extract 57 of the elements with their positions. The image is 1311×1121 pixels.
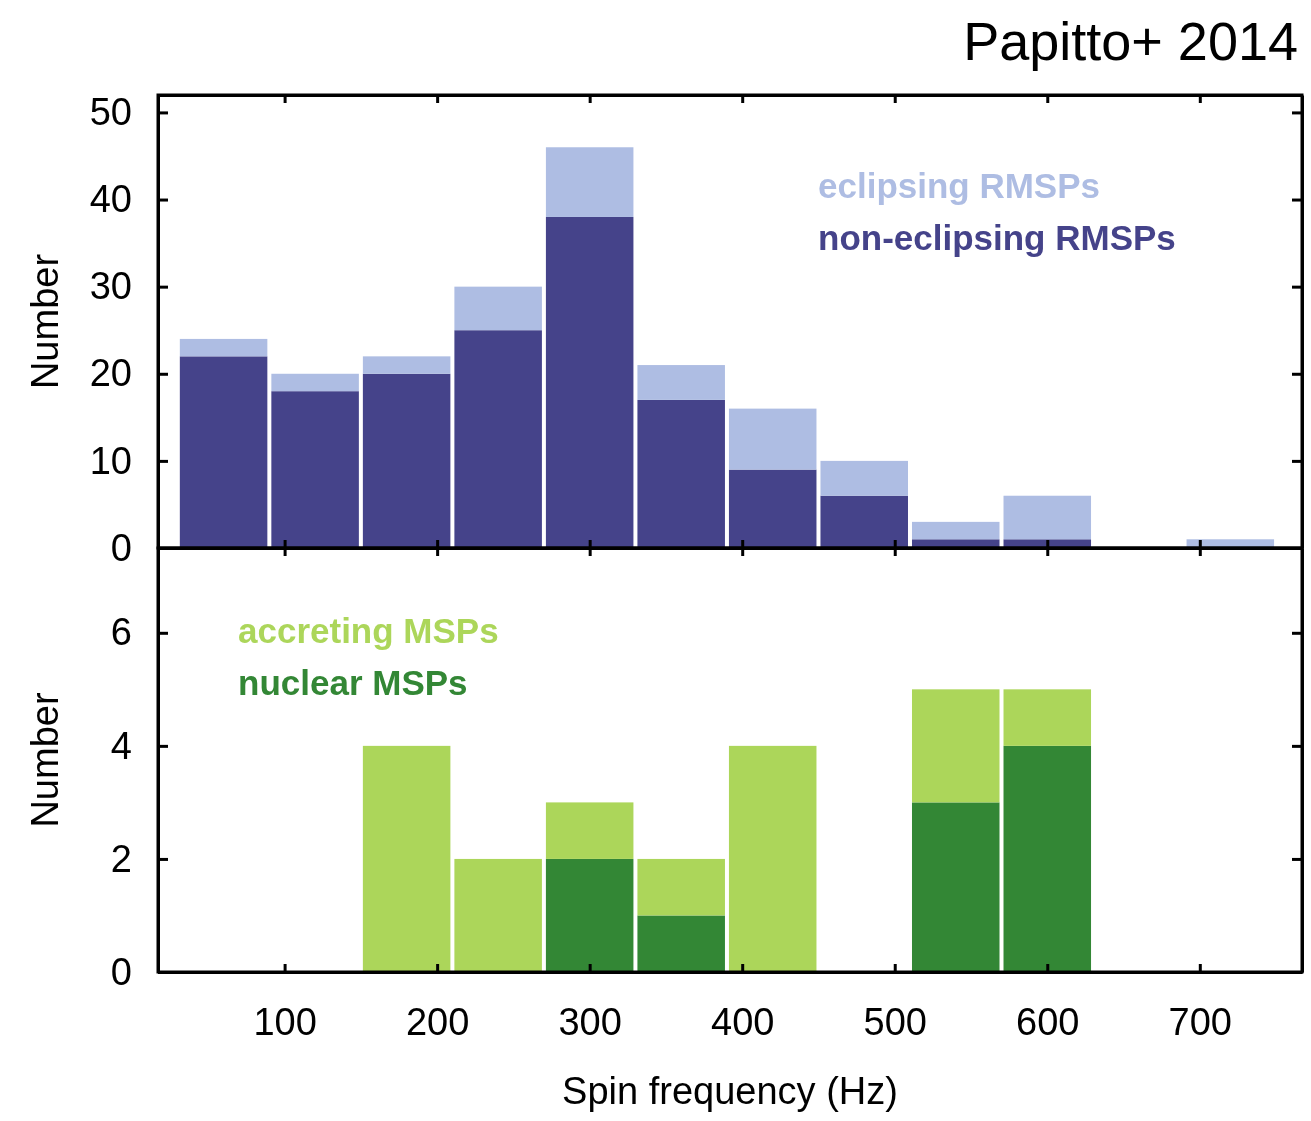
x-tick-label: 600 [1016,1000,1080,1043]
y-tick-label: 4 [110,724,132,767]
y-tick-label: 20 [89,352,132,395]
bar [1003,495,1092,540]
text: eclipsing RMSPs [818,166,1101,205]
y-tick-label: 30 [89,265,132,308]
bar [1003,689,1092,746]
x-tick-label: 400 [711,1000,775,1043]
bar [637,365,725,400]
bar [911,539,1000,548]
bar [637,915,725,972]
bar [362,745,451,972]
bar [911,521,1000,540]
bar [1003,539,1092,548]
bar [637,399,725,548]
bar [454,330,542,548]
bar [545,216,634,548]
y-axis-title: Number [24,253,66,390]
y-tick-label: 50 [89,91,132,134]
text: accreting MSPs [238,611,499,650]
x-tick-label: 300 [558,1000,622,1043]
bar [454,286,542,331]
y-tick-label: 0 [110,526,132,569]
bar [545,802,634,859]
bar [454,858,542,972]
bar [179,338,268,357]
bar [820,495,908,548]
bar [728,408,817,470]
bar [911,802,1000,972]
text: Papitto+ 2014 [963,11,1298,71]
y-tick-label: 10 [89,439,132,482]
bar [728,745,817,972]
bar [911,689,1000,803]
bar [362,373,451,548]
x-tick-label: 500 [863,1000,927,1043]
bar [728,469,817,548]
y-tick-label: 2 [110,837,132,880]
bar [179,356,268,548]
text: nuclear MSPs [238,663,468,702]
bar [545,858,634,972]
bar [637,858,725,916]
bar [820,460,908,496]
y-tick-label: 40 [89,178,132,221]
y-tick-label: 0 [110,950,132,993]
bar [545,147,634,217]
bar [271,391,359,548]
y-axis-title: Number [24,692,66,828]
bar [1003,745,1092,972]
x-axis-title: Spin frequency (Hz) [562,1070,898,1112]
bar [1186,539,1275,548]
bar [271,373,359,392]
x-tick-label: 200 [405,1000,470,1043]
x-tick-label: 100 [253,1000,317,1043]
bar [362,356,451,374]
text: non-eclipsing RMSPs [818,218,1176,257]
y-tick-label: 6 [110,611,132,654]
x-tick-label: 700 [1168,1000,1233,1043]
